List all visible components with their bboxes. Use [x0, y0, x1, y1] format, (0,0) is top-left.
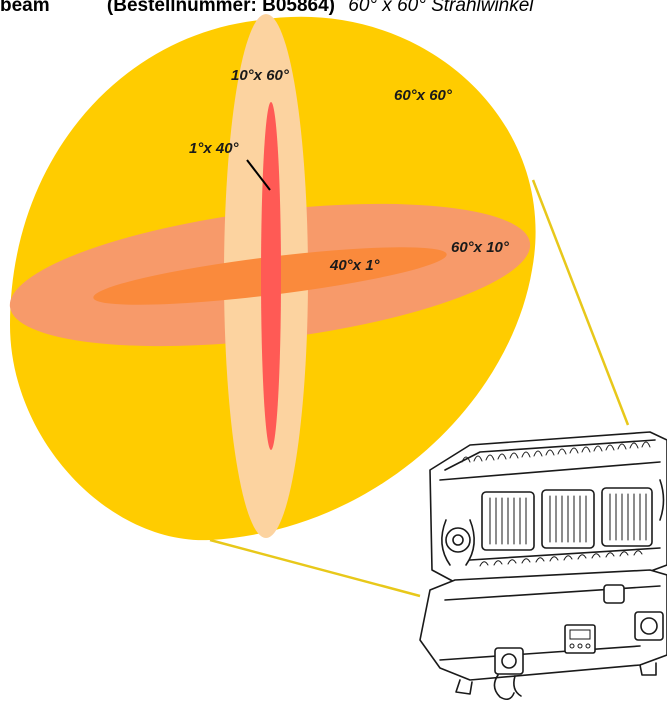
- beam-tall-narrow-1x40: [261, 102, 281, 450]
- header-product: beam: [0, 0, 50, 16]
- fixture-connectors: [493, 584, 664, 701]
- header-description: 60° x 60° Strahlwinkel: [348, 0, 534, 16]
- label-60x10: 60°x 10°: [451, 239, 510, 256]
- beam-labels: 10°x 60° 60°x 60° 1°x 40° 40°x 1° 60°x 1…: [189, 67, 510, 274]
- fixture-cooling-fins: [461, 441, 651, 463]
- led-fixture: [419, 431, 667, 701]
- fixture-led-panels: [481, 487, 653, 551]
- fixture-yoke-base: [419, 569, 667, 681]
- projection-line-upper: [531, 179, 630, 426]
- label-60x60: 60°x 60°: [394, 87, 453, 104]
- header-order-number: (Bestellnummer: B05864): [107, 0, 335, 16]
- projection-line-lower: [209, 538, 421, 598]
- label-10x60: 10°x 60°: [231, 67, 290, 84]
- label-1x40: 1°x 40°: [189, 140, 240, 157]
- beam-shapes: [9, 14, 536, 541]
- fixture-side-knobs: [441, 479, 665, 566]
- header-line: beam (Bestellnummer: B05864) 60° x 60° S…: [0, 0, 534, 16]
- label-40x1: 40°x 1°: [329, 257, 381, 274]
- projection-lines: [209, 179, 630, 598]
- beam-1x40-pointer: [246, 159, 271, 191]
